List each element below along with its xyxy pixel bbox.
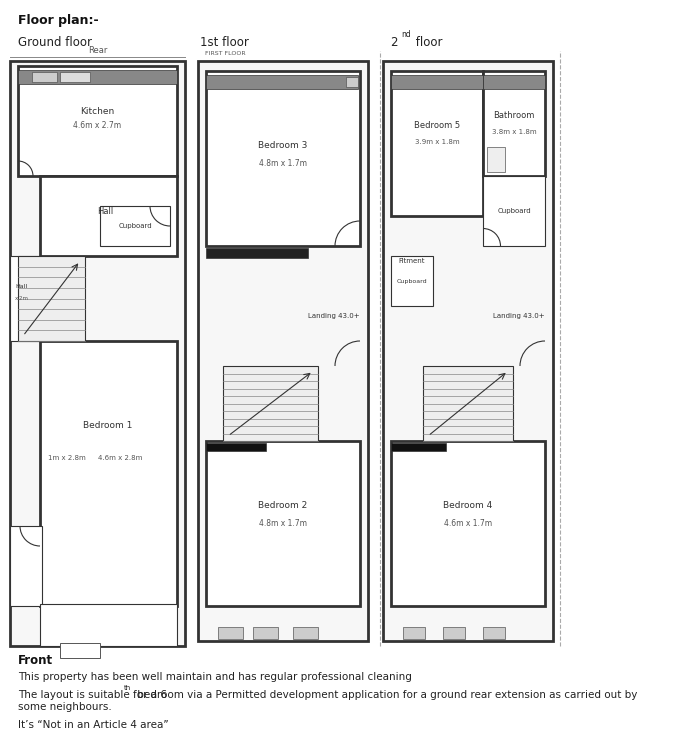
Bar xyxy=(383,61,553,641)
Text: Bedroom 5: Bedroom 5 xyxy=(414,121,460,130)
Bar xyxy=(391,71,483,216)
Bar xyxy=(32,72,57,82)
Text: bedroom via a Permitted development application for a ground rear extension as c: bedroom via a Permitted development appl… xyxy=(134,690,637,700)
Bar xyxy=(18,256,85,341)
Text: 4.6m x 2.8m: 4.6m x 2.8m xyxy=(98,455,142,461)
Text: Landing 43.0+: Landing 43.0+ xyxy=(494,313,545,319)
Text: Bathroom: Bathroom xyxy=(494,111,535,121)
Bar xyxy=(483,75,545,89)
Text: th: th xyxy=(124,685,131,691)
Bar xyxy=(60,643,100,658)
Bar xyxy=(198,61,368,641)
Text: nd: nd xyxy=(401,30,411,39)
Bar xyxy=(346,77,358,87)
Text: floor: floor xyxy=(412,36,442,49)
Text: Front: Front xyxy=(18,654,53,667)
Bar xyxy=(483,71,545,176)
Bar xyxy=(293,627,318,639)
Text: Bedroom 3: Bedroom 3 xyxy=(258,141,308,150)
Text: 1m x 2.8m: 1m x 2.8m xyxy=(48,455,86,461)
Text: 4.8m x 1.7m: 4.8m x 1.7m xyxy=(259,520,307,528)
Text: 3.9m x 1.8m: 3.9m x 1.8m xyxy=(414,139,459,145)
Bar xyxy=(40,604,177,646)
Bar xyxy=(391,443,446,451)
Bar xyxy=(100,206,170,246)
Text: FIRST FLOOR: FIRST FLOOR xyxy=(205,51,246,56)
Text: 1st floor: 1st floor xyxy=(200,36,249,49)
Bar xyxy=(60,72,90,82)
Text: 4.6m x 1.7m: 4.6m x 1.7m xyxy=(444,520,492,528)
Text: some neighbours.: some neighbours. xyxy=(18,702,112,712)
Text: The layout is suitable for a 6: The layout is suitable for a 6 xyxy=(18,690,167,700)
Text: Bedroom 4: Bedroom 4 xyxy=(443,501,493,511)
Text: Cupboard: Cupboard xyxy=(397,278,427,283)
Text: Hall: Hall xyxy=(15,283,27,289)
Bar xyxy=(40,341,177,606)
Text: 4.8m x 1.7m: 4.8m x 1.7m xyxy=(259,160,307,169)
Bar xyxy=(403,627,425,639)
Bar xyxy=(206,71,360,246)
Bar xyxy=(391,441,545,606)
Text: Bedroom 1: Bedroom 1 xyxy=(83,422,133,431)
Text: Cupboard: Cupboard xyxy=(118,223,152,229)
Text: 2: 2 xyxy=(390,36,398,49)
Bar xyxy=(206,441,360,606)
Bar xyxy=(206,75,358,89)
Bar xyxy=(443,627,465,639)
Bar xyxy=(18,66,177,176)
Bar xyxy=(18,70,177,84)
Text: Rear: Rear xyxy=(88,46,108,55)
Text: Landing 43.0+: Landing 43.0+ xyxy=(309,313,360,319)
Bar xyxy=(40,176,177,256)
Bar xyxy=(487,147,505,172)
Bar xyxy=(483,627,505,639)
Bar xyxy=(423,366,513,441)
Text: Floor plan:-: Floor plan:- xyxy=(18,14,99,27)
Text: It’s “Not in an Article 4 area”: It’s “Not in an Article 4 area” xyxy=(18,720,169,730)
Bar xyxy=(10,61,185,646)
Text: Kitchen: Kitchen xyxy=(80,107,114,116)
Text: Fitment: Fitment xyxy=(398,258,424,264)
Text: Cupboard: Cupboard xyxy=(497,208,531,214)
Bar xyxy=(10,256,40,341)
Text: Ground floor: Ground floor xyxy=(18,36,92,49)
Bar xyxy=(218,627,243,639)
Text: 3.8m x 1.8m: 3.8m x 1.8m xyxy=(491,129,536,135)
Text: Hall: Hall xyxy=(97,207,113,216)
Text: Bedroom 2: Bedroom 2 xyxy=(258,501,307,511)
Bar xyxy=(10,526,42,606)
Bar xyxy=(391,256,433,306)
Bar xyxy=(206,443,266,451)
Bar xyxy=(391,75,483,89)
Text: This property has been well maintain and has regular professional cleaning: This property has been well maintain and… xyxy=(18,672,412,682)
Bar xyxy=(483,176,545,246)
Bar xyxy=(206,248,308,258)
Bar xyxy=(223,366,318,441)
Text: 4.6m x 2.7m: 4.6m x 2.7m xyxy=(73,121,121,130)
Text: x.2m: x.2m xyxy=(15,297,29,302)
Bar xyxy=(253,627,278,639)
